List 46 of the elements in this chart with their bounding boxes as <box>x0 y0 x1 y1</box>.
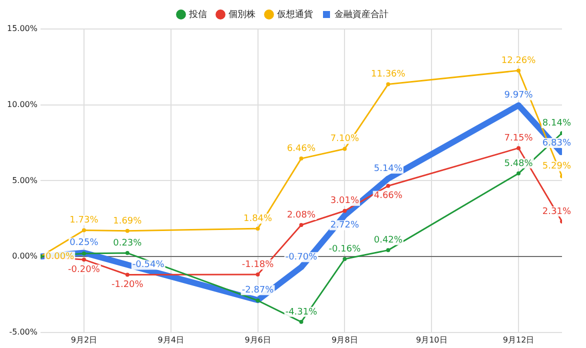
data-label: 0.42% <box>374 236 403 246</box>
x-tick-label: 9月10日 <box>416 335 448 344</box>
legend-label: 個別株 <box>228 8 256 20</box>
data-label: 1.73% <box>70 216 99 226</box>
y-tick-label: 0.00% <box>12 252 38 261</box>
data-label: 1.69% <box>113 216 142 226</box>
data-label: 4.66% <box>374 191 403 202</box>
y-tick-label: -5.00% <box>9 327 38 336</box>
legend-label: 金融資産合計 <box>334 8 388 20</box>
data-label: 0.00% <box>46 252 75 262</box>
legend-label: 投信 <box>188 8 207 20</box>
data-label: 5.29% <box>542 162 572 172</box>
legend-label: 仮想通貨 <box>277 8 313 20</box>
data-label: 6.83% <box>542 138 572 148</box>
data-label: 0.25% <box>70 238 99 248</box>
data-label: -0.16% <box>328 244 362 254</box>
data-label: 7.10% <box>330 134 360 144</box>
data-label: 5.14% <box>374 164 403 174</box>
data-label: 1.84% <box>243 214 273 224</box>
data-label: 12.26% <box>501 56 536 66</box>
data-label: 9.97% <box>504 90 534 101</box>
data-label: 5.48% <box>504 158 534 169</box>
y-tick-label: 10.00% <box>6 100 38 109</box>
data-label: 6.46% <box>286 144 316 154</box>
data-label: -2.87% <box>242 285 274 296</box>
data-label: -0.20% <box>68 264 100 275</box>
data-label: 0.23% <box>113 238 142 248</box>
data-label: 7.15% <box>504 133 534 144</box>
x-tick-label: 9月6日 <box>244 335 271 344</box>
x-tick-label: 9月12日 <box>502 335 534 344</box>
x-tick-label: 9月8日 <box>332 335 358 344</box>
data-label: 3.01% <box>330 196 360 206</box>
data-label: -4.31% <box>285 307 318 318</box>
y-tick-label: 15.00% <box>6 24 38 34</box>
data-label: -0.54% <box>132 260 165 270</box>
data-label: 2.08% <box>286 210 316 220</box>
data-label: -0.70% <box>285 252 318 263</box>
data-label: -1.20% <box>112 280 144 290</box>
data-label: 8.14% <box>542 118 572 128</box>
data-label: 11.36% <box>371 70 406 80</box>
x-tick-label: 9月2日 <box>70 335 98 344</box>
y-tick-label: 5.00% <box>12 176 38 185</box>
data-label: 2.72% <box>330 220 360 231</box>
data-label: 2.31% <box>542 206 572 217</box>
data-label: -1.18% <box>242 260 274 270</box>
x-tick-label: 9月4日 <box>158 335 184 344</box>
